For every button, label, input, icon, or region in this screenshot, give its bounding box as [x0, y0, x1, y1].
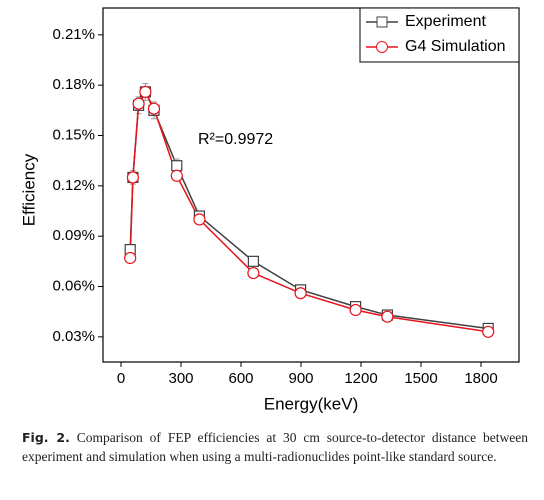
chart: Efficiency Energy(keV) R²=0.9972 0.03% 0.… [19, 7, 520, 413]
caption-label: Fig. 2. [22, 430, 70, 445]
x-tick-label: 0 [117, 370, 125, 387]
marker [381, 310, 394, 323]
x-tick-label: 1200 [344, 370, 377, 387]
annotation: R²=0.9972 [198, 131, 273, 148]
marker [247, 266, 260, 280]
marker [139, 85, 152, 98]
marker [482, 325, 495, 338]
legend-label: Experiment [405, 13, 486, 30]
marker [294, 287, 307, 300]
x-tick-label: 900 [288, 370, 313, 387]
y-axis-label: Efficiency [19, 153, 38, 226]
marker [170, 169, 183, 182]
plot-frame [102, 7, 520, 363]
y-tick-label: 0.15% [52, 126, 95, 143]
legend-marker [376, 16, 388, 28]
series-line [129, 90, 489, 333]
y-tick-label: 0.09% [52, 227, 95, 244]
marker [124, 251, 137, 265]
x-tick-label: 300 [168, 370, 193, 387]
marker [247, 255, 259, 267]
x-tick-label: 1800 [464, 370, 497, 387]
y-tick-label: 0.12% [52, 177, 95, 194]
series-line [129, 90, 489, 330]
y-tick-label: 0.06% [52, 277, 95, 294]
y-tick-label: 0.18% [52, 76, 95, 93]
y-tick-label: 0.03% [52, 328, 95, 345]
caption-text: Comparison of FEP efficiencies at 30 cm … [22, 430, 529, 464]
y-tick-label: 0.21% [52, 26, 95, 43]
marker [132, 97, 145, 110]
marker [193, 213, 206, 226]
x-tick-label: 600 [228, 370, 253, 387]
x-tick-label: 1500 [404, 370, 437, 387]
caption: Fig. 2. Comparison of FEP efficiencies a… [22, 428, 528, 466]
marker [171, 160, 183, 172]
marker [126, 171, 139, 184]
legend-marker [376, 41, 388, 53]
marker [147, 102, 161, 115]
legend-label: G4 Simulation [405, 38, 506, 55]
marker [349, 303, 362, 317]
x-axis-label: Energy(keV) [264, 394, 358, 413]
